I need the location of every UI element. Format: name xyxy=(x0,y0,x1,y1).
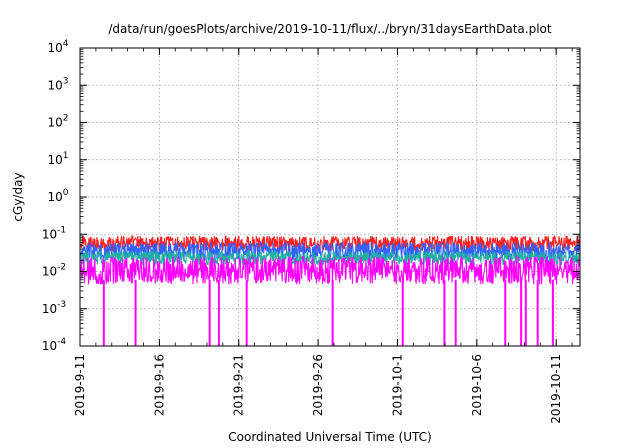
y-tick-label: 10-3 xyxy=(42,300,66,316)
y-tick-label: 104 xyxy=(47,39,68,55)
y-tick-label: 103 xyxy=(47,76,68,92)
y-tick-label: 102 xyxy=(47,114,68,130)
x-tick-label: 2019-9-21 xyxy=(232,354,246,416)
x-tick-label: 2019-10-1 xyxy=(390,354,404,416)
y-tick-label: 10-4 xyxy=(42,337,67,353)
y-axis-label: cGy/day xyxy=(11,172,25,221)
y-tick-label: 101 xyxy=(47,151,68,167)
chart-title: /data/run/goesPlots/archive/2019-10-11/f… xyxy=(108,22,551,36)
grid-lines xyxy=(80,48,580,346)
data-series xyxy=(80,234,580,346)
series-line xyxy=(80,255,580,285)
y-tick-label: 100 xyxy=(47,188,68,204)
x-tick-label: 2019-9-16 xyxy=(152,354,166,416)
x-tick-label: 2019-10-11 xyxy=(549,354,563,424)
x-tick-label: 2019-10-6 xyxy=(470,354,484,416)
x-tick-label: 2019-9-26 xyxy=(311,354,325,416)
x-axis-ticks: 2019-9-11 2019-9-16 2019-9-21 2019-9-26 2019… xyxy=(73,48,573,424)
x-axis-label: Coordinated Universal Time (UTC) xyxy=(228,430,431,444)
series-line xyxy=(80,240,580,261)
x-tick-label: 2019-9-11 xyxy=(73,354,87,416)
y-tick-label: 10-1 xyxy=(42,225,66,241)
y-tick-label: 10-2 xyxy=(42,263,66,279)
y-axis-ticks: 10-4 10-3 10-2 10-1 100 101 102 103 104 xyxy=(42,39,580,353)
